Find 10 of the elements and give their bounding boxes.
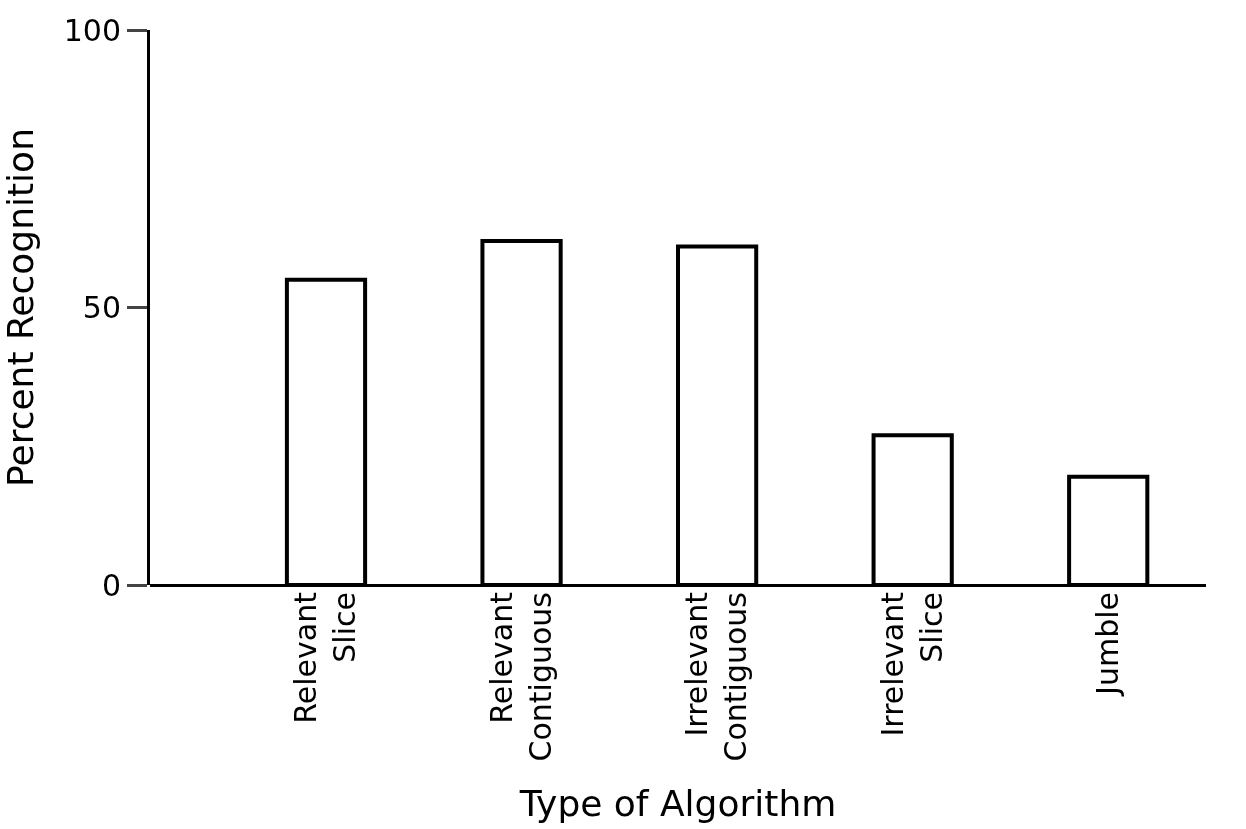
x-tick-label: Relevant Contiguous bbox=[483, 591, 558, 762]
y-tick-label: 100 bbox=[63, 12, 121, 48]
x-tick-label: Jumble bbox=[1089, 592, 1125, 697]
y-tick-label: 0 bbox=[101, 567, 121, 603]
x-tick-label: Irrelevant Slice bbox=[874, 591, 949, 737]
y-axis-title: Percent Recognition bbox=[0, 128, 41, 487]
x-tick-label: Relevant Slice bbox=[288, 591, 363, 724]
y-tick-label: 50 bbox=[82, 290, 121, 325]
x-tick-label: Irrelevant Contiguous bbox=[679, 591, 754, 762]
x-axis-title: Type of Algorithm bbox=[518, 783, 837, 825]
